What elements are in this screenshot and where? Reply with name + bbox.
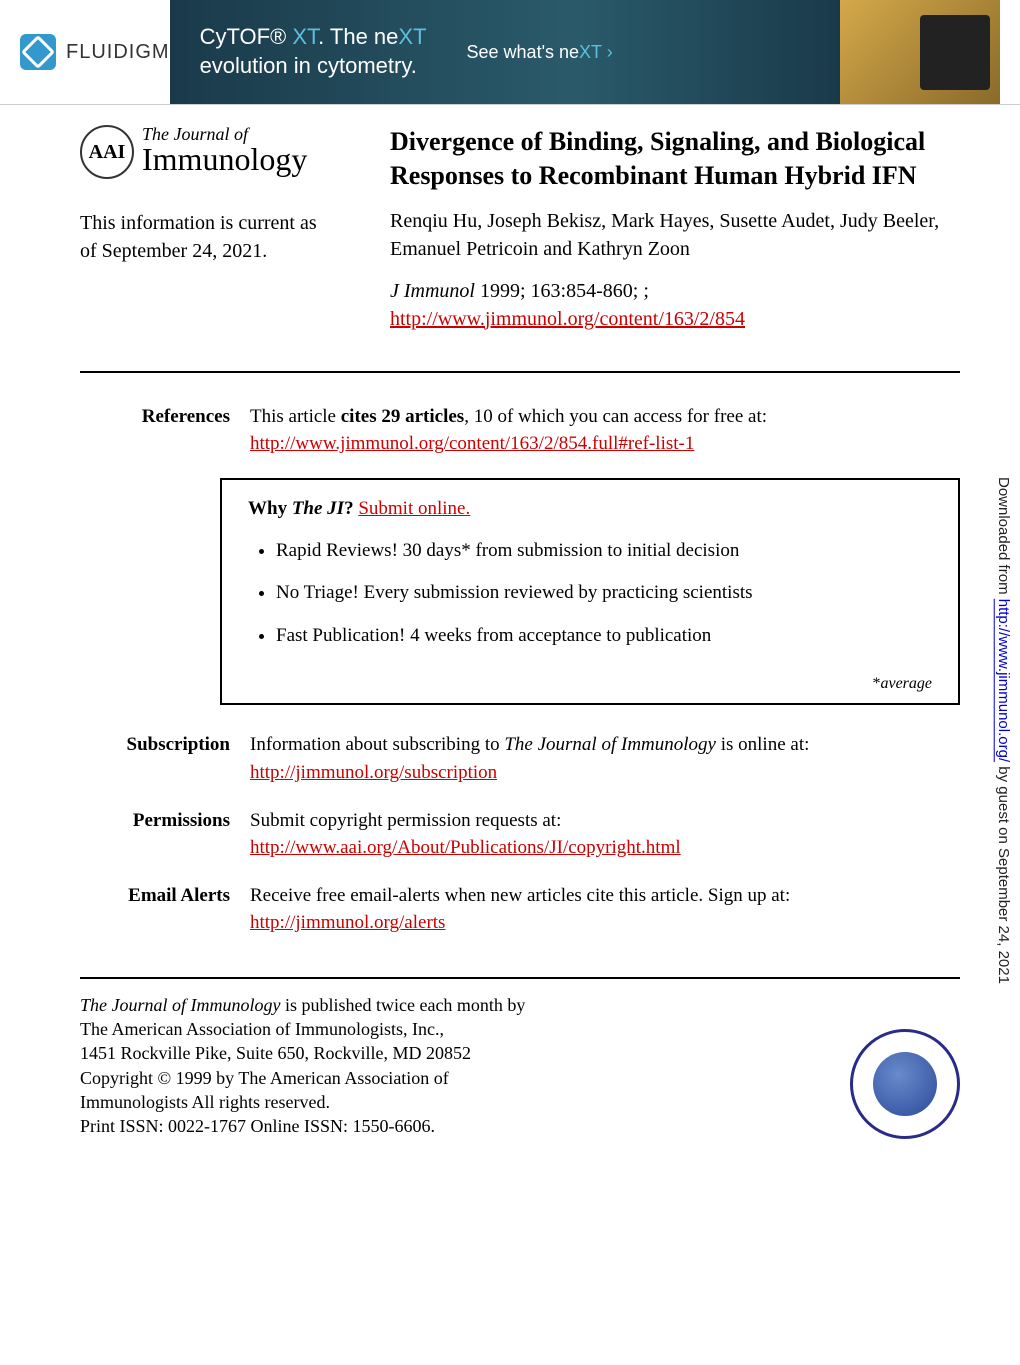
footer: The Journal of Immunology is published t… — [0, 993, 1020, 1169]
article-metadata: Divergence of Binding, Signaling, and Bi… — [390, 125, 960, 333]
why-item-0-bold: Rapid Reviews! 30 days* — [276, 540, 471, 561]
footer-l5: Immunologists All rights reserved. — [80, 1092, 330, 1112]
footer-text: The Journal of Immunology is published t… — [80, 993, 820, 1139]
article-title: Divergence of Binding, Signaling, and Bi… — [390, 125, 960, 193]
journal-title-main: Immunology — [142, 143, 307, 175]
divider-bottom — [80, 977, 960, 979]
ad-center: CyTOF® XT. The neXT evolution in cytomet… — [170, 0, 840, 104]
why-list: Rapid Reviews! 30 days* from submission … — [248, 538, 932, 650]
currency-line2: of September 24, 2021. — [80, 240, 267, 262]
citation-rest: 1999; 163:854-860; ; — [475, 280, 649, 302]
currency-line1: This information is current as — [80, 212, 317, 234]
info-row-subscription: Subscription Information about subscribi… — [80, 731, 960, 786]
ad-headline-hl1: XT — [286, 24, 318, 49]
subscription-link[interactable]: http://jimmunol.org/subscription — [250, 762, 497, 783]
info-section: References This article cites 29 article… — [0, 403, 1020, 937]
why-item-1-bold: No Triage! — [276, 582, 359, 603]
permissions-link[interactable]: http://www.aai.org/About/Publications/JI… — [250, 837, 681, 858]
ref-text-pre: This article — [250, 406, 341, 427]
ad-banner[interactable]: FLUIDIGM CyTOF® XT. The neXT evolution i… — [0, 0, 1020, 105]
ad-cta-pre: See what's ne — [467, 42, 580, 62]
ad-headline: CyTOF® XT. The neXT evolution in cytomet… — [200, 23, 427, 80]
footer-l6: Print ISSN: 0022-1767 Online ISSN: 1550-… — [80, 1116, 435, 1136]
subscription-label: Subscription — [80, 731, 230, 786]
divider-top — [80, 371, 960, 373]
ad-logo-text: FLUIDIGM — [66, 41, 170, 64]
why-note-text: average — [880, 675, 932, 692]
why-item-2-rest: 4 weeks from acceptance to publication — [405, 625, 711, 646]
footer-l2: The American Association of Immunologist… — [80, 1019, 444, 1039]
why-note: *average — [872, 675, 932, 693]
permissions-value: Submit copyright permission requests at:… — [250, 807, 960, 862]
references-value: This article cites 29 articles, 10 of wh… — [250, 403, 960, 458]
sub-text2: is online at: — [716, 734, 809, 755]
alerts-link[interactable]: http://jimmunol.org/alerts — [250, 912, 445, 933]
why-item-2-bold: Fast Publication! — [276, 625, 405, 646]
sidebar-pre: Downloaded from — [995, 477, 1012, 599]
ad-cta[interactable]: See what's neXT › — [467, 42, 613, 63]
why-item-triage: No Triage! Every submission reviewed by … — [276, 580, 932, 607]
ref-text-post: , 10 of which you can access for free at… — [464, 406, 767, 427]
ad-product-image — [840, 0, 1000, 104]
ad-headline-reg: ® — [270, 24, 286, 49]
journal-logo-column: AAI The Journal of Immunology This infor… — [80, 125, 360, 333]
why-title-post: ? — [344, 498, 354, 519]
journal-logo: AAI The Journal of Immunology — [80, 125, 360, 179]
perm-text: Submit copyright permission requests at: — [250, 810, 561, 831]
article-authors: Renqiu Hu, Joseph Bekisz, Mark Hayes, Su… — [390, 207, 960, 263]
footer-l3: 1451 Rockville Pike, Suite 650, Rockvill… — [80, 1043, 471, 1063]
sub-ital: The Journal of Immunology — [504, 734, 716, 755]
why-title-ital: The JI — [292, 498, 344, 519]
journal-abbrev: J Immunol — [390, 280, 475, 302]
ad-subline: evolution in cytometry. — [200, 53, 417, 78]
ad-cta-hl: XT › — [579, 42, 613, 62]
alerts-label: Email Alerts — [80, 882, 230, 937]
ad-logo: FLUIDIGM — [20, 34, 170, 70]
info-row-references: References This article cites 29 article… — [80, 403, 960, 458]
why-item-rapid: Rapid Reviews! 30 days* from submission … — [276, 538, 932, 565]
header: AAI The Journal of Immunology This infor… — [0, 105, 1020, 353]
why-item-1-rest: Every submission reviewed by practicing … — [359, 582, 753, 603]
alerts-text: Receive free email-alerts when new artic… — [250, 885, 790, 906]
sub-text1: Information about subscribing to — [250, 734, 504, 755]
download-sidebar: Downloaded from http://www.jimmunol.org/… — [995, 450, 1012, 1010]
ad-headline-pre: CyTOF — [200, 24, 270, 49]
alerts-value: Receive free email-alerts when new artic… — [250, 882, 960, 937]
submit-online-link[interactable]: Submit online. — [358, 498, 470, 519]
aai-badge-icon: AAI — [80, 125, 134, 179]
journal-title: The Journal of Immunology — [142, 125, 307, 175]
why-item-0-rest: from submission to initial decision — [471, 540, 740, 561]
info-row-alerts: Email Alerts Receive free email-alerts w… — [80, 882, 960, 937]
why-title: Why The JI? Submit online. — [248, 498, 932, 520]
footer-l1-ital: The Journal of Immunology — [80, 995, 280, 1015]
references-label: References — [80, 403, 230, 458]
info-row-permissions: Permissions Submit copyright permission … — [80, 807, 960, 862]
footer-l1-rest: is published twice each month by — [280, 995, 525, 1015]
article-citation: J Immunol 1999; 163:854-860; ; http://ww… — [390, 277, 960, 333]
permissions-label: Permissions — [80, 807, 230, 862]
ad-headline-post: . The ne — [318, 24, 398, 49]
sidebar-link[interactable]: http://www.jimmunol.org/ — [995, 598, 1012, 761]
ad-headline-hl2: XT — [398, 24, 426, 49]
fluidigm-logo-icon — [20, 34, 56, 70]
references-link[interactable]: http://www.jimmunol.org/content/163/2/85… — [250, 433, 694, 454]
why-ji-box: Why The JI? Submit online. Rapid Reviews… — [220, 478, 960, 706]
why-item-fastpub: Fast Publication! 4 weeks from acceptanc… — [276, 623, 932, 650]
article-url-link[interactable]: http://www.jimmunol.org/content/163/2/85… — [390, 308, 745, 330]
aai-seal-icon — [850, 1029, 960, 1139]
page-root: FLUIDIGM CyTOF® XT. The neXT evolution i… — [0, 0, 1020, 1169]
footer-l4: Copyright © 1999 by The American Associa… — [80, 1068, 449, 1088]
currency-info: This information is current as of Septem… — [80, 209, 360, 265]
why-title-pre: Why — [248, 498, 292, 519]
ref-cites: cites 29 articles — [341, 406, 464, 427]
subscription-value: Information about subscribing to The Jou… — [250, 731, 960, 786]
sidebar-post: by guest on September 24, 2021 — [995, 762, 1012, 984]
